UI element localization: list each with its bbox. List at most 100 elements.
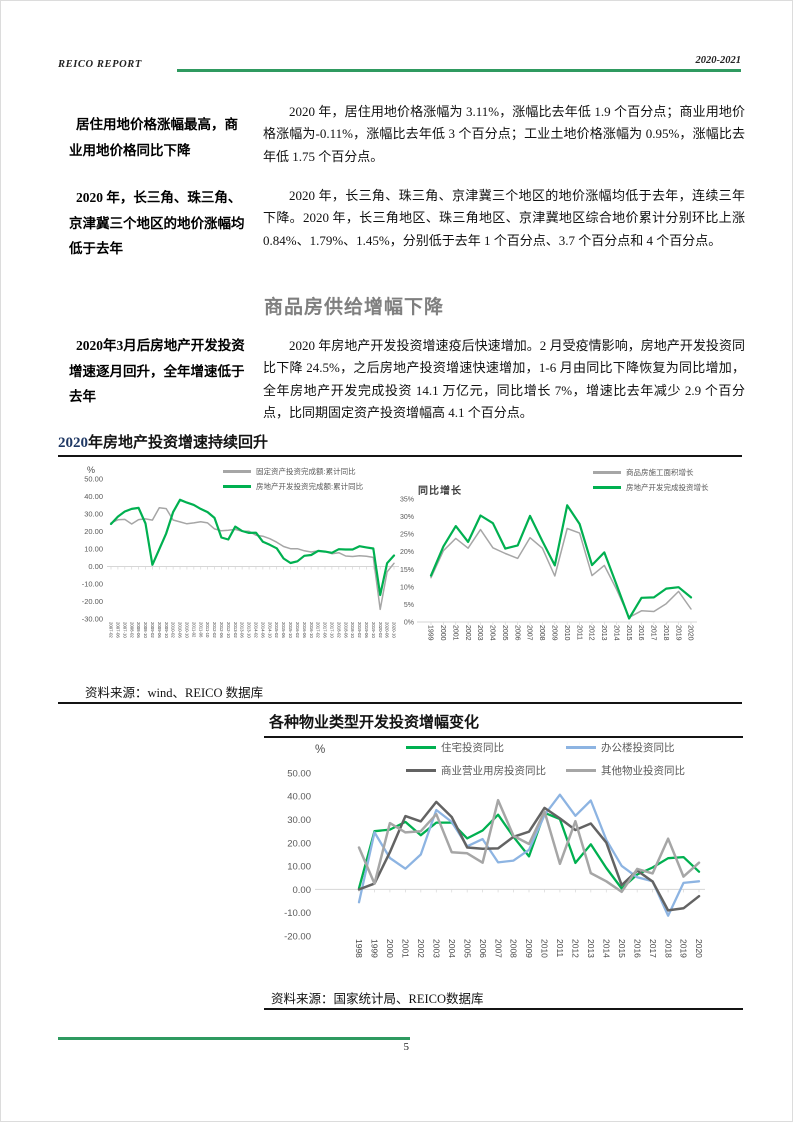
svg-text:2013-02: 2013-02	[233, 622, 238, 638]
svg-text:2019-02: 2019-02	[357, 622, 362, 638]
svg-text:2011: 2011	[575, 625, 582, 640]
chart2-legend: 商品房施工面积增长 房地产开发完成投资增长	[593, 467, 709, 497]
legend-line-swatch	[223, 485, 251, 488]
chart1-y-axis-unit: %	[87, 465, 96, 475]
svg-text:40.00: 40.00	[84, 492, 103, 501]
svg-text:2013: 2013	[586, 939, 596, 958]
svg-text:2016: 2016	[632, 939, 642, 958]
svg-text:15%: 15%	[400, 567, 414, 574]
svg-text:5%: 5%	[404, 602, 414, 609]
legend-line-swatch	[566, 746, 596, 749]
svg-text:-20.00: -20.00	[82, 597, 103, 606]
svg-text:2011-02: 2011-02	[191, 622, 196, 638]
svg-text:2016-10: 2016-10	[309, 622, 314, 638]
svg-text:2020-06: 2020-06	[385, 622, 390, 638]
svg-text:30.00: 30.00	[84, 510, 103, 519]
legend-label: 房地产开发投资完成额:累计同比	[256, 482, 364, 491]
svg-text:2008-06: 2008-06	[136, 622, 141, 638]
legend-item: 商业营业用房投资同比	[406, 763, 566, 778]
svg-text:2013-10: 2013-10	[247, 622, 252, 638]
margin-note-regions: 2020 年，长三角、珠三角、京津冀三个地区的地价涨幅均低于去年	[69, 190, 245, 256]
svg-text:2009: 2009	[524, 939, 534, 958]
svg-text:2001: 2001	[451, 625, 458, 641]
svg-text:2003: 2003	[476, 625, 483, 641]
svg-text:0.00: 0.00	[88, 562, 103, 571]
svg-text:40.00: 40.00	[287, 792, 311, 803]
svg-text:2017-02: 2017-02	[316, 622, 321, 638]
svg-text:50.00: 50.00	[287, 768, 311, 779]
svg-text:2014-10: 2014-10	[267, 622, 272, 638]
svg-text:2020-10: 2020-10	[392, 622, 397, 638]
legend-label: 房地产开发完成投资增长	[626, 483, 709, 492]
chart-annual-growth: 35% 30% 25% 20% 15% 10% 5% 0% 1999 2000 2001 2002 20…	[400, 497, 697, 641]
svg-text:2013: 2013	[600, 625, 607, 641]
chart3-y-axis-unit: %	[315, 744, 326, 756]
legend-line-swatch	[223, 470, 251, 473]
svg-text:2011-10: 2011-10	[205, 622, 210, 638]
svg-text:-10.00: -10.00	[284, 908, 311, 919]
svg-text:2019: 2019	[674, 625, 681, 641]
svg-text:10.00: 10.00	[84, 545, 103, 554]
svg-text:2020: 2020	[687, 625, 694, 641]
svg-text:2002: 2002	[464, 625, 471, 641]
chart2-y-axis-title: 同比增长	[418, 486, 462, 497]
figure1-title-text: 年房地产投资增速持续回升	[88, 434, 269, 451]
svg-text:2014-06: 2014-06	[260, 622, 265, 638]
svg-text:2004: 2004	[447, 939, 457, 958]
svg-text:2012-06: 2012-06	[219, 622, 224, 638]
svg-text:2009: 2009	[550, 625, 557, 641]
svg-text:20%: 20%	[400, 549, 414, 556]
margin-note-land-price: 居住用地价格涨幅最高，商业用地价格同比下降	[69, 117, 238, 158]
svg-text:2006: 2006	[513, 625, 520, 641]
figure1-title-year: 2020	[58, 435, 88, 451]
svg-text:2015: 2015	[617, 939, 627, 958]
svg-text:2010-02: 2010-02	[171, 622, 176, 638]
legend-label: 办公楼投资同比	[601, 742, 675, 754]
svg-text:30%: 30%	[400, 514, 414, 521]
svg-text:2008: 2008	[509, 939, 519, 958]
svg-text:1998: 1998	[354, 939, 364, 958]
svg-text:2017-10: 2017-10	[329, 622, 334, 638]
svg-text:2004: 2004	[489, 625, 496, 641]
svg-text:2018-10: 2018-10	[350, 622, 355, 638]
page-number: 5	[403, 1041, 410, 1053]
svg-text:2008: 2008	[538, 625, 545, 641]
svg-text:2012-10: 2012-10	[226, 622, 231, 638]
svg-text:2009-06: 2009-06	[157, 622, 162, 638]
svg-text:20.00: 20.00	[84, 527, 103, 536]
svg-text:2005: 2005	[462, 939, 472, 958]
svg-text:2014-02: 2014-02	[254, 622, 259, 638]
svg-text:1999: 1999	[427, 625, 434, 641]
figure2-source: 资料来源：国家统计局、REICO数据库	[271, 992, 484, 1006]
chart-property-type-growth: 50.00 40.00 30.00 20.00 10.00 0.00 -10.00 -20.0…	[284, 768, 705, 958]
svg-text:2007-10: 2007-10	[122, 622, 127, 638]
legend-line-swatch	[406, 769, 436, 772]
svg-text:2015-10: 2015-10	[288, 622, 293, 638]
svg-text:35%: 35%	[400, 497, 414, 504]
legend-label: 固定资产投资完成额:累计同比	[256, 467, 356, 476]
svg-text:2018-02: 2018-02	[336, 622, 341, 638]
svg-text:-10.00: -10.00	[82, 580, 103, 589]
svg-text:2010-10: 2010-10	[185, 622, 190, 638]
svg-text:30.00: 30.00	[287, 815, 311, 826]
svg-text:2008-10: 2008-10	[143, 622, 148, 638]
svg-text:0%: 0%	[404, 620, 414, 627]
svg-text:-30.00: -30.00	[82, 615, 103, 624]
svg-text:2019-10: 2019-10	[371, 622, 376, 638]
svg-text:2009-02: 2009-02	[150, 622, 155, 638]
svg-text:2017: 2017	[650, 625, 657, 641]
legend-item: 房地产开发完成投资增长	[593, 482, 709, 493]
legend-label: 住宅投资同比	[441, 742, 504, 754]
svg-text:2016: 2016	[637, 625, 644, 641]
svg-text:2002: 2002	[416, 939, 426, 958]
svg-text:10.00: 10.00	[287, 862, 311, 873]
svg-text:2012: 2012	[588, 625, 595, 641]
svg-text:2013-06: 2013-06	[240, 622, 245, 638]
legend-item: 办公楼投资同比	[566, 740, 685, 755]
legend-line-swatch	[593, 486, 621, 489]
svg-text:2010: 2010	[563, 625, 570, 641]
figure1-source: 资料来源：wind、REICO 数据库	[85, 686, 264, 700]
footer-rule	[58, 1037, 410, 1040]
margin-note-investment: 2020年3月后房地产开发投资增速逐月回升，全年增速低于去年	[69, 338, 245, 404]
